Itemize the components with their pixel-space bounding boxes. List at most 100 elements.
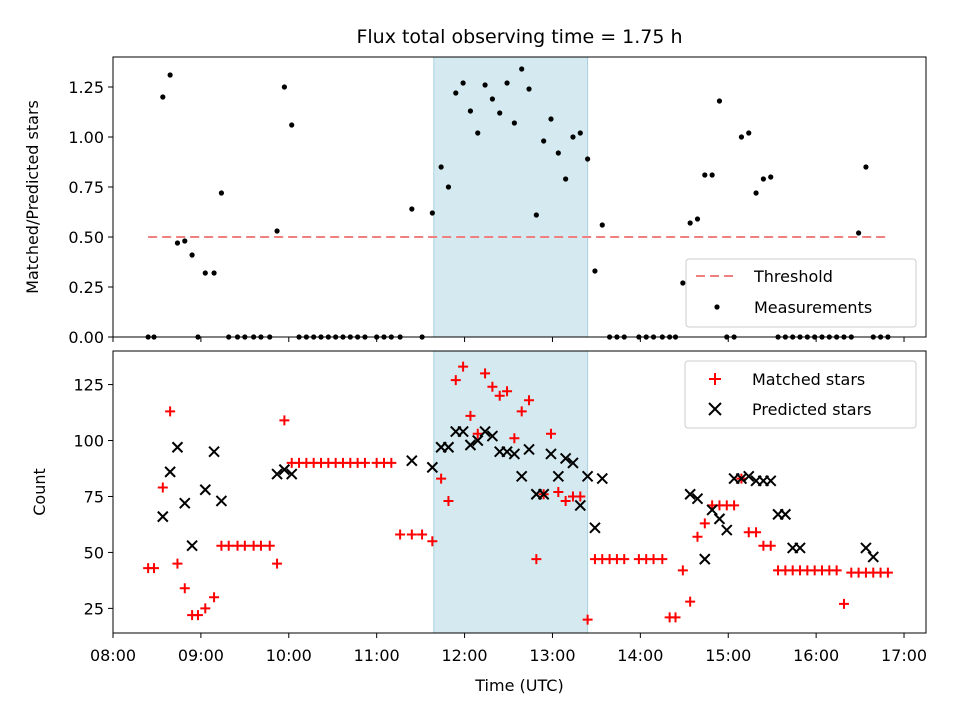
matched-star-point <box>209 592 220 603</box>
matched-star-point <box>582 614 593 625</box>
matched-star-point <box>279 415 290 426</box>
y-tick-label: 0.50 <box>68 228 104 247</box>
predicted-star-point <box>706 504 718 516</box>
matched-star-point <box>192 610 203 621</box>
predicted-star-point <box>794 542 806 554</box>
legend-frame <box>684 360 917 429</box>
measurement-point <box>167 72 173 78</box>
matched-star-point <box>699 518 710 529</box>
measurement-point <box>738 134 745 140</box>
predicted-star-point <box>271 468 283 480</box>
predicted-star-point <box>486 430 499 442</box>
predicted-star-point <box>464 439 477 451</box>
predicted-star-point <box>278 463 291 476</box>
matched-star-point <box>165 406 176 417</box>
predicted-star-point <box>523 443 535 456</box>
predicted-star-point <box>426 461 439 474</box>
legend-measurements-label: Measurements <box>754 298 872 317</box>
measurement-point <box>409 206 415 212</box>
y-tick-label: 75 <box>84 487 104 506</box>
matched-star-point <box>509 433 520 444</box>
x-tick-label: 10:00 <box>266 646 312 665</box>
measurement-point <box>856 230 862 236</box>
top-legend: Threshold Measurements <box>685 258 917 328</box>
measurement-point <box>504 80 510 86</box>
predicted-star-point <box>860 542 872 554</box>
measurement-point <box>577 130 583 136</box>
measurement-point <box>694 216 701 222</box>
predicted-star-point <box>867 551 879 563</box>
predicted-star-point <box>581 470 594 483</box>
predicted-star-point <box>589 522 601 534</box>
measurement-point <box>753 190 759 196</box>
bottom-panel: 25 50 75 100 125 08:00 09:00 10:00 11:00 12:00 13… <box>30 350 927 695</box>
y-tick-label: 50 <box>84 543 104 562</box>
y-tick-label: 25 <box>84 599 104 618</box>
predicted-star-point <box>743 470 755 483</box>
predicted-star-point <box>215 495 228 507</box>
matched-star-point <box>427 536 438 547</box>
y-tick-label: 1.00 <box>68 128 104 147</box>
x-tick-label: 11:00 <box>354 646 400 665</box>
predicted-star-point <box>779 508 792 521</box>
x-tick-label: 12:00 <box>442 646 488 665</box>
x-axis-label: Time (UTC) <box>474 676 563 695</box>
predicted-star-point <box>713 513 726 525</box>
predicted-star-point <box>721 524 733 536</box>
matched-star-point <box>560 495 571 506</box>
measurement-point <box>281 84 287 90</box>
matched-star-point <box>619 554 630 565</box>
predicted-star-point <box>208 446 220 458</box>
measurement-point <box>680 280 686 286</box>
measurement-point <box>218 190 224 196</box>
measurement-point <box>467 108 474 114</box>
legend-matched-swatch <box>709 373 721 385</box>
bottom-x-ticks: 08:00 09:00 10:00 11:00 12:00 13:00 14:00 15:00… <box>90 633 927 665</box>
matched-star-point <box>729 500 740 511</box>
measurement-point <box>511 120 517 126</box>
bottom-panel-marks <box>143 361 893 625</box>
y-tick-label: 0.75 <box>68 178 104 197</box>
legend-predicted-label: Predicted stars <box>752 400 872 419</box>
bottom-y-axis-label: Count <box>30 468 49 516</box>
predicted-star-point <box>179 497 191 509</box>
measurement-point <box>182 238 188 244</box>
legend-measurements-swatch <box>714 304 720 310</box>
x-tick-label: 08:00 <box>90 646 136 665</box>
y-tick-label: 1.25 <box>68 78 104 97</box>
x-tick-label: 15:00 <box>705 646 751 665</box>
measurement-point <box>570 134 576 140</box>
matched-star-point <box>545 428 556 439</box>
legend-threshold-label: Threshold <box>753 267 833 286</box>
matched-star-point <box>765 540 776 551</box>
predicted-star-point <box>472 434 484 447</box>
matched-star-point <box>386 457 397 468</box>
measurement-point <box>438 164 444 170</box>
matched-star-point <box>395 529 406 540</box>
chart-title: Flux total observing time = 1.75 h <box>356 26 682 48</box>
matched-star-point <box>179 583 190 594</box>
measurement-point <box>863 164 869 170</box>
predicted-star-point <box>501 446 513 458</box>
predicted-star-point <box>537 488 550 500</box>
matched-star-point <box>553 487 564 497</box>
measurement-point <box>760 176 767 182</box>
matched-star-point <box>436 473 447 484</box>
x-tick-label: 09:00 <box>178 646 224 665</box>
measurement-point <box>489 96 495 102</box>
predicted-star-point <box>567 457 579 469</box>
matched-star-point <box>657 554 668 565</box>
top-y-axis-label: Matched/Predicted stars <box>23 100 42 294</box>
predicted-star-point <box>559 452 572 465</box>
matched-star-point <box>472 428 483 439</box>
legend-frame <box>685 258 917 328</box>
matched-star-point <box>692 531 703 542</box>
predicted-star-point <box>199 484 211 496</box>
top-y-ticks: 0.00 0.25 0.50 0.75 1.00 1.25 <box>68 78 113 347</box>
matched-star-point <box>487 381 498 392</box>
observing-window-top <box>433 56 589 338</box>
matched-star-point <box>239 540 250 551</box>
top-x-ticks <box>112 337 905 342</box>
y-tick-label: 125 <box>73 376 104 395</box>
x-tick-label: 16:00 <box>793 646 839 665</box>
